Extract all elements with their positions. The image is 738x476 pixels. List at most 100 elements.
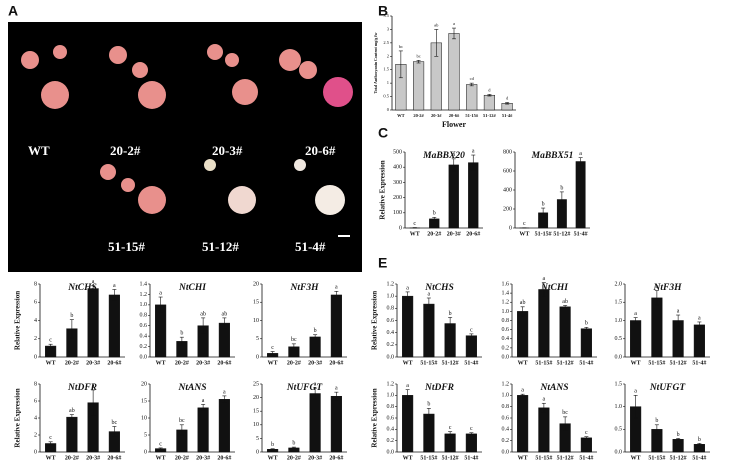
y-tick-label: 0.2 xyxy=(502,345,510,351)
x-tick-label: 20-2# xyxy=(175,360,189,366)
chart-title: NtANS xyxy=(178,383,207,393)
bar xyxy=(580,437,592,453)
significance-letter: a xyxy=(159,290,162,296)
x-tick-label: 51-15# xyxy=(420,455,437,461)
error-bar xyxy=(563,305,568,309)
x-tick-label: 20-6# xyxy=(329,360,343,366)
y-tick-label: 1.2 xyxy=(387,381,395,387)
bar xyxy=(693,324,705,358)
y-tick-label: 0.2 xyxy=(502,438,510,444)
significance-letter: d xyxy=(506,96,509,101)
y-tick-label: 1.2 xyxy=(502,300,510,306)
significance-letter: a xyxy=(543,397,546,403)
significance-letter: a xyxy=(453,21,455,26)
error-bar xyxy=(291,343,296,351)
y-tick-label: 1.0 xyxy=(615,404,623,410)
x-tick-label: 51-4# xyxy=(464,360,478,366)
y-tick-label: 1.2 xyxy=(502,381,510,387)
significance-letter: c xyxy=(271,345,274,351)
significance-letter: a xyxy=(202,398,205,404)
y-tick-label: 20 xyxy=(253,395,259,401)
y-tick-label: 0 xyxy=(256,449,259,455)
error-bar xyxy=(520,306,525,317)
error-bar xyxy=(270,448,275,451)
error-bar xyxy=(313,334,318,340)
x-tick-label: 51-15# xyxy=(420,360,437,366)
x-tick-label: WT xyxy=(156,360,166,366)
error-bar xyxy=(412,227,417,229)
x-tick-label: 20-6# xyxy=(329,455,343,461)
panel-label: C xyxy=(378,125,388,141)
error-bar xyxy=(313,387,318,400)
significance-letter: bc xyxy=(399,44,403,49)
error-bar xyxy=(334,391,339,401)
y-tick-label: 1.5 xyxy=(383,67,389,72)
bar xyxy=(309,393,321,453)
significance-letter: a xyxy=(406,383,409,389)
bar xyxy=(483,94,495,111)
chart-title: MaBBX51 xyxy=(531,151,574,161)
significance-letter: a xyxy=(472,148,475,154)
significance-letter: ab xyxy=(69,408,75,414)
y-tick-label: 10 xyxy=(253,422,259,428)
significance-letter: b xyxy=(655,418,658,424)
x-tick-label: 51-4# xyxy=(692,360,706,366)
error-bar xyxy=(448,317,453,330)
x-tick-label: WT xyxy=(156,455,166,461)
y-tick-label: 0.0 xyxy=(615,354,623,360)
significance-letter: b xyxy=(292,440,295,446)
y-tick-label: 1.0 xyxy=(502,393,510,399)
y-axis-label: Relative Expression xyxy=(379,160,387,219)
error-bar xyxy=(201,404,206,412)
y-tick-label: 600 xyxy=(503,168,512,174)
significance-letter: b xyxy=(180,331,183,337)
chart-title: NtCHS xyxy=(424,283,454,293)
y-tick-label: 0 xyxy=(144,449,147,455)
y-tick-label: 0.4 xyxy=(502,427,510,433)
y-tick-label: 0.2 xyxy=(140,344,148,350)
significance-letter: a xyxy=(579,151,582,157)
y-tick-label: 2 xyxy=(34,336,37,342)
error-bar xyxy=(541,282,546,297)
significance-letter: b xyxy=(427,402,430,408)
significance-letter: c xyxy=(470,426,473,432)
bar xyxy=(218,399,230,453)
y-tick-label: 8 xyxy=(34,381,37,387)
x-tick-label: 20-2# xyxy=(287,360,301,366)
chart-title: NtDFR xyxy=(424,383,454,393)
error-bar xyxy=(222,317,227,329)
bar xyxy=(448,33,460,111)
photo: WT 20-2# 20-3# 20-6# 51-15# 51-12# 51-4# xyxy=(8,22,362,272)
bar xyxy=(465,335,477,358)
error-bar xyxy=(270,351,275,356)
error-bar xyxy=(69,414,74,421)
significance-letter: a xyxy=(543,276,546,282)
error-bar xyxy=(112,426,117,438)
y-tick-label: 0.6 xyxy=(140,323,148,329)
x-tick-label: 51-15# xyxy=(535,231,552,237)
y-tick-label: 0.4 xyxy=(387,427,395,433)
y-tick-label: 400 xyxy=(503,187,512,193)
y-tick-label: 5 xyxy=(256,336,259,342)
significance-letter: bc xyxy=(112,420,118,426)
significance-letter: a xyxy=(335,285,338,291)
y-tick-label: 800 xyxy=(503,149,512,155)
photo-label: 51-4# xyxy=(295,239,326,254)
significance-letter: bc xyxy=(291,337,297,343)
y-tick-label: 20 xyxy=(141,381,147,387)
y-tick-label: 15 xyxy=(253,409,259,415)
chart-title: NtF3H xyxy=(290,283,320,293)
significance-letter: cd xyxy=(470,76,475,81)
error-bar xyxy=(697,443,702,446)
x-tick-label: 51-4# xyxy=(574,231,588,237)
significance-letter: a xyxy=(677,308,680,314)
significance-letter: b xyxy=(271,442,274,448)
error-bar xyxy=(179,336,184,346)
error-bar xyxy=(541,402,546,413)
error-bar xyxy=(398,50,403,79)
y-tick-label: 0.6 xyxy=(502,415,510,421)
x-tick-label: 51-15# xyxy=(535,360,552,366)
bar xyxy=(87,288,99,358)
error-bar xyxy=(452,27,456,40)
error-bar xyxy=(48,343,53,349)
